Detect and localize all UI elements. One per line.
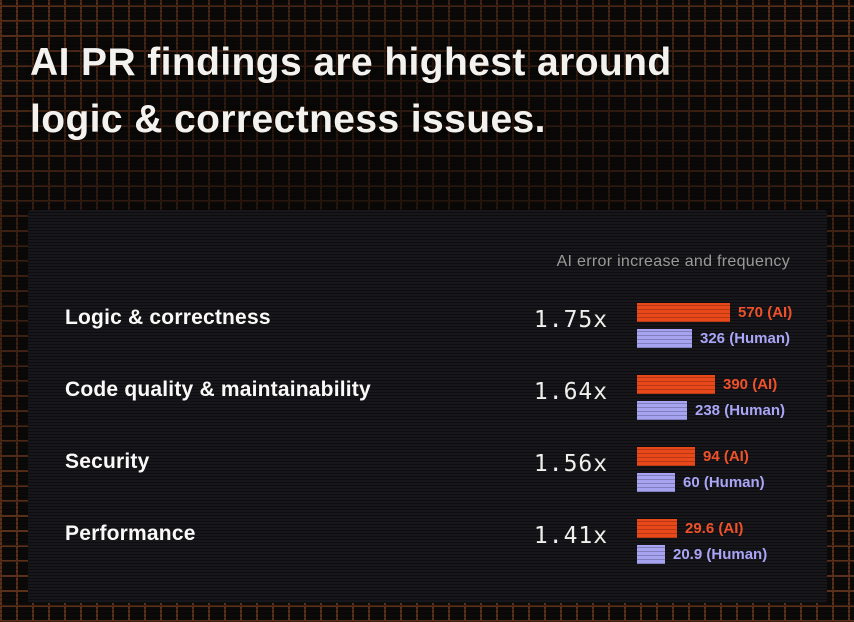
ai-bar-label: 390 (AI) (723, 375, 778, 393)
category-label: Security (65, 450, 150, 473)
human-bar-line: 326 (Human) (637, 328, 792, 348)
page-title-line-2: logic & correctness issues. (30, 98, 546, 141)
chart-row: Code quality & maintainability 1.64x 390… (65, 360, 790, 432)
ai-bar (637, 374, 715, 394)
ratio-value: 1.56x (533, 451, 609, 477)
chart-panel: AI error increase and frequency Logic & … (28, 210, 827, 603)
ai-bar (637, 302, 730, 322)
human-bar-line: 238 (Human) (637, 400, 786, 420)
bar-group: 29.6 (AI) 20.9 (Human) (637, 518, 768, 564)
human-bar-label: 20.9 (Human) (673, 545, 768, 563)
ai-bar-line: 390 (AI) (637, 374, 785, 394)
human-bar (637, 400, 687, 420)
ai-bar-label: 94 (AI) (703, 447, 749, 465)
ratio-value: 1.64x (533, 379, 609, 405)
ai-bar-line: 94 (AI) (637, 446, 765, 466)
page-title-line-1: AI PR findings are highest around (30, 41, 672, 84)
ratio-value: 1.41x (533, 523, 609, 549)
ai-bar-line: 570 (AI) (637, 302, 793, 322)
bar-group: 570 (AI) 326 (Human) (637, 302, 793, 348)
page-title: AI PR findings are highest around logic … (30, 34, 672, 148)
bar-group: 390 (AI) 238 (Human) (637, 374, 786, 420)
ai-bar (637, 518, 677, 538)
ai-bar-line: 29.6 (AI) (637, 518, 767, 538)
category-label: Code quality & maintainability (65, 378, 371, 401)
ai-bar (637, 446, 695, 466)
human-bar-label: 326 (Human) (700, 329, 791, 347)
human-bar-label: 60 (Human) (683, 473, 765, 491)
ai-bar-label: 570 (AI) (738, 303, 793, 321)
chart-row: Performance 1.41x 29.6 (AI) 20.9 (Human) (65, 504, 790, 576)
chart-row: Security 1.56x 94 (AI) 60 (Human) (65, 432, 790, 504)
chart-row: Logic & correctness 1.75x 570 (AI) 326 (… (65, 288, 793, 360)
ratio-value: 1.75x (533, 307, 609, 333)
human-bar-label: 238 (Human) (695, 401, 786, 419)
human-bar-line: 60 (Human) (637, 472, 765, 492)
category-label: Logic & correctness (65, 306, 271, 329)
human-bar (637, 472, 675, 492)
ai-bar-label: 29.6 (AI) (685, 519, 744, 537)
category-label: Performance (65, 522, 196, 545)
chart-column-header: AI error increase and frequency (556, 253, 790, 270)
human-bar (637, 328, 692, 348)
human-bar (637, 544, 665, 564)
chart-rows: Logic & correctness 1.75x 570 (AI) 326 (… (65, 288, 793, 576)
bar-group: 94 (AI) 60 (Human) (637, 446, 765, 492)
human-bar-line: 20.9 (Human) (637, 544, 768, 564)
